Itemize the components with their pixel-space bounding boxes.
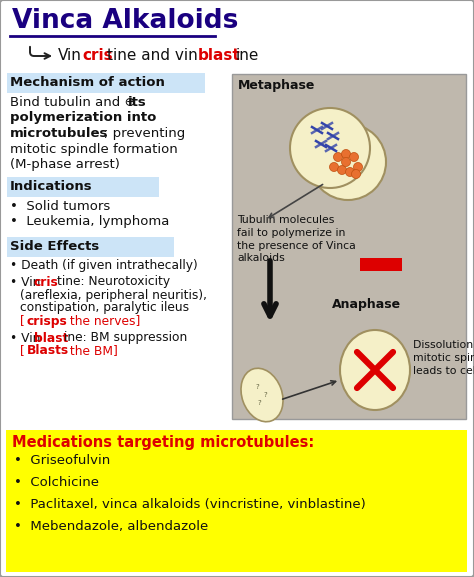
Text: Tubulin molecules
fail to polymerize in
the presence of Vinca
alkaloids: Tubulin molecules fail to polymerize in …	[237, 215, 356, 263]
Text: Dissolution of the
mitotic spindle
leads to cell death: Dissolution of the mitotic spindle leads…	[413, 340, 474, 376]
Text: its: its	[128, 96, 147, 109]
Text: •  Paclitaxel, vinca alkaloids (vincristine, vinblastine): • Paclitaxel, vinca alkaloids (vincristi…	[14, 498, 366, 511]
Text: (M-phase arrest): (M-phase arrest)	[10, 158, 120, 171]
Text: ?: ?	[263, 392, 267, 398]
Text: •  Colchicine: • Colchicine	[14, 476, 99, 489]
Circle shape	[346, 167, 355, 177]
Text: tine and vin: tine and vin	[107, 48, 198, 63]
Text: Metaphase: Metaphase	[238, 79, 315, 92]
Text: crisps: crisps	[27, 314, 68, 328]
Circle shape	[290, 108, 370, 188]
Circle shape	[352, 170, 361, 178]
FancyBboxPatch shape	[7, 177, 159, 197]
Text: Vinca Alkaloids: Vinca Alkaloids	[12, 8, 238, 34]
FancyBboxPatch shape	[232, 74, 466, 419]
Text: the nerves]: the nerves]	[66, 314, 140, 328]
Text: Anaphase: Anaphase	[332, 298, 401, 311]
Circle shape	[341, 158, 350, 167]
Text: Blasts: Blasts	[27, 344, 69, 358]
Circle shape	[310, 124, 386, 200]
Text: •  Mebendazole, albendazole: • Mebendazole, albendazole	[14, 520, 208, 533]
FancyBboxPatch shape	[7, 237, 174, 257]
Ellipse shape	[241, 368, 283, 422]
Text: •  Leukemia, lymphoma: • Leukemia, lymphoma	[10, 215, 169, 228]
Text: cris: cris	[82, 48, 113, 63]
Text: the BM]: the BM]	[66, 344, 118, 358]
Text: cris: cris	[34, 275, 59, 288]
Text: ; preventing: ; preventing	[104, 127, 185, 140]
Circle shape	[329, 163, 338, 171]
FancyBboxPatch shape	[7, 73, 205, 93]
Text: blast: blast	[34, 332, 68, 344]
Ellipse shape	[340, 330, 410, 410]
Text: •  Solid tumors: • Solid tumors	[10, 200, 110, 212]
Circle shape	[341, 149, 350, 159]
Text: [: [	[20, 344, 25, 358]
Text: (areflexia, peripheral neuritis),: (areflexia, peripheral neuritis),	[20, 288, 207, 302]
Text: Medications targeting microtubules:: Medications targeting microtubules:	[12, 435, 314, 450]
Text: [: [	[20, 314, 25, 328]
Text: microtubules: microtubules	[10, 127, 109, 140]
Circle shape	[349, 152, 358, 162]
Text: Bind tubulin and ⊖: Bind tubulin and ⊖	[10, 96, 140, 109]
Text: Indications: Indications	[10, 179, 92, 193]
Text: Side Effects: Side Effects	[10, 239, 99, 253]
Text: •  Griseofulvin: • Griseofulvin	[14, 454, 110, 467]
Text: blast: blast	[198, 48, 241, 63]
Text: • Vin: • Vin	[10, 332, 40, 344]
Text: • Vin: • Vin	[10, 275, 40, 288]
Text: polymerization into: polymerization into	[10, 111, 156, 125]
Text: Mechanism of action: Mechanism of action	[10, 76, 165, 89]
Text: ?: ?	[257, 400, 261, 406]
Text: ine: ine	[236, 48, 259, 63]
FancyBboxPatch shape	[6, 430, 467, 572]
Circle shape	[334, 152, 343, 162]
Text: tine: Neurotoxicity: tine: Neurotoxicity	[57, 275, 170, 288]
Text: ine: BM suppression: ine: BM suppression	[64, 332, 187, 344]
Text: • Death (if given intrathecally): • Death (if given intrathecally)	[10, 260, 198, 272]
Circle shape	[337, 166, 346, 174]
Text: constipation, paralytic ileus: constipation, paralytic ileus	[20, 302, 189, 314]
Bar	[360, 258, 402, 271]
Text: Vin: Vin	[58, 48, 82, 63]
Text: ?: ?	[255, 384, 259, 390]
Circle shape	[354, 163, 363, 171]
Text: mitotic spindle formation: mitotic spindle formation	[10, 143, 178, 155]
